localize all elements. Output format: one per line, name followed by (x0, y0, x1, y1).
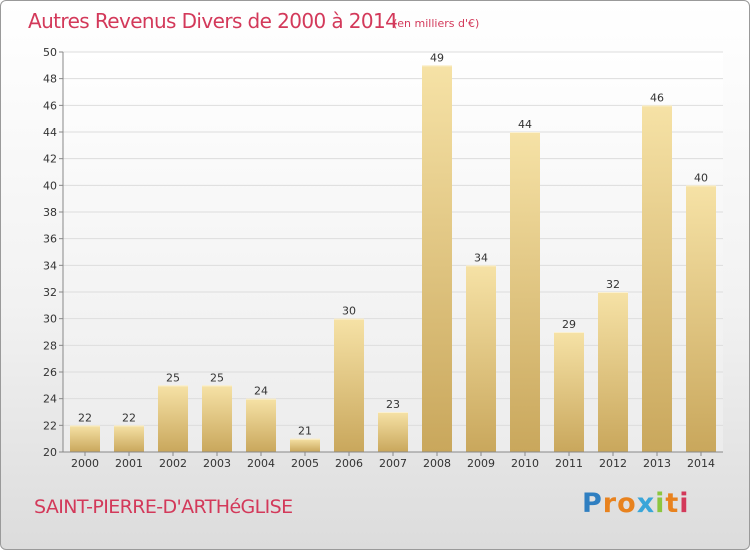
y-tick-label: 38 (43, 206, 57, 219)
data-label-2013: 46 (650, 91, 664, 104)
data-label-2001: 22 (122, 411, 136, 424)
data-label-2006: 30 (342, 305, 356, 318)
y-tick-label: 44 (43, 126, 57, 139)
y-tick-label: 42 (43, 153, 57, 166)
logo-letter: x (636, 488, 656, 519)
x-tick-label-2008: 2008 (423, 457, 451, 470)
data-label-2009: 34 (474, 251, 488, 264)
x-tick-label-2002: 2002 (159, 457, 187, 470)
commune-name: SAINT-PIERRE-D'ARTHéGLISE (34, 496, 293, 518)
logo-letter: i (679, 488, 690, 519)
x-tick-label-2009: 2009 (467, 457, 495, 470)
x-tick-label-2004: 2004 (247, 457, 275, 470)
x-tick-label-2010: 2010 (511, 457, 539, 470)
y-tick-label: 24 (43, 393, 57, 406)
bar-2003 (202, 385, 232, 452)
data-label-2011: 29 (562, 318, 576, 331)
bar-2013 (642, 105, 672, 452)
data-label-2012: 32 (606, 278, 620, 291)
x-tick-label-2006: 2006 (335, 457, 363, 470)
logo-letter: P (582, 488, 603, 519)
x-tick-label-2012: 2012 (599, 457, 627, 470)
bar-2014 (686, 185, 716, 453)
bar-2006 (334, 318, 364, 452)
data-label-2007: 23 (386, 398, 400, 411)
data-label-2005: 21 (298, 425, 312, 438)
chart-title: Autres Revenus Divers de 2000 à 2014 (28, 9, 398, 33)
y-tick-label: 46 (43, 99, 57, 112)
data-label-2014: 40 (694, 171, 708, 184)
bar-2008 (422, 65, 452, 452)
data-label-2004: 24 (254, 385, 268, 398)
bar-2009 (466, 265, 496, 452)
y-tick-label: 48 (43, 73, 57, 86)
logo-letter: t (665, 488, 680, 519)
data-label-2003: 25 (210, 371, 224, 384)
proxiti-logo[interactable]: Proxiti (582, 488, 690, 519)
logo-letter: r (602, 488, 618, 519)
x-tick-label-2005: 2005 (291, 457, 319, 470)
bar-2002 (158, 385, 188, 452)
y-tick-label: 40 (43, 179, 57, 192)
bar-2012 (598, 292, 628, 452)
x-tick-label-2003: 2003 (203, 457, 231, 470)
chart-subtitle: (en milliers d'€) (393, 17, 480, 30)
data-label-2008: 49 (430, 51, 444, 64)
bar-2001 (114, 425, 144, 452)
y-tick-label: 36 (43, 233, 57, 246)
bar-2000 (70, 425, 100, 452)
x-tick-label-2001: 2001 (115, 457, 143, 470)
y-tick-label: 30 (43, 313, 57, 326)
y-tick-label: 20 (43, 446, 57, 459)
x-tick-label-2007: 2007 (379, 457, 407, 470)
y-tick-label: 26 (43, 366, 57, 379)
logo-letter: o (617, 488, 637, 519)
bar-2007 (378, 412, 408, 452)
data-label-2010: 44 (518, 118, 532, 131)
data-label-2002: 25 (166, 371, 180, 384)
data-label-2000: 22 (78, 411, 92, 424)
x-tick-label-2013: 2013 (643, 457, 671, 470)
x-tick-label-2011: 2011 (555, 457, 583, 470)
y-tick-label: 22 (43, 419, 57, 432)
y-tick-label: 34 (43, 259, 57, 272)
bar-2004 (246, 398, 276, 452)
y-tick-label: 28 (43, 339, 57, 352)
bar-2005 (290, 438, 320, 452)
x-tick-label-2014: 2014 (687, 457, 715, 470)
x-tick-label-2000: 2000 (71, 457, 99, 470)
logo-letter: i (655, 488, 666, 519)
bar-2011 (554, 332, 584, 452)
y-tick-label: 32 (43, 286, 57, 299)
y-tick-label: 50 (43, 46, 57, 59)
bar-2010 (510, 132, 540, 452)
